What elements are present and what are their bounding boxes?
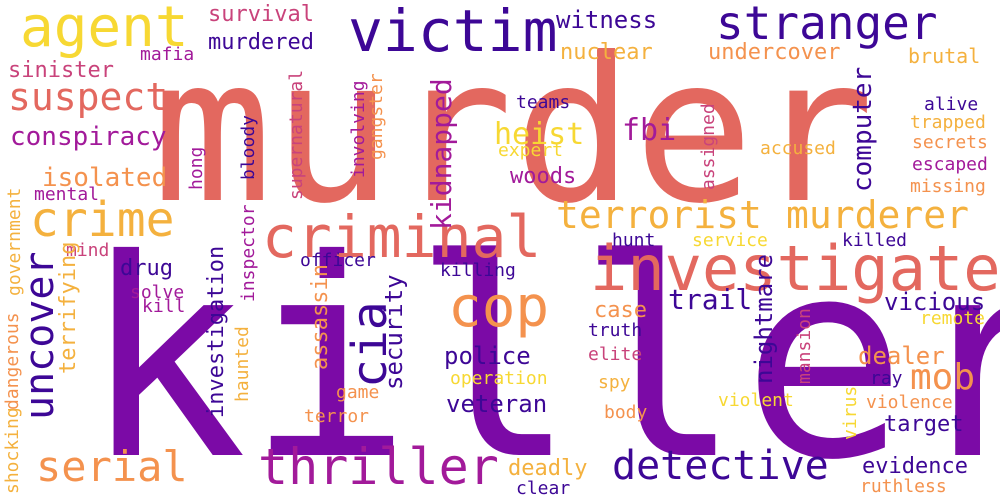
word-murdered: murdered bbox=[208, 30, 314, 55]
word-detective: detective bbox=[612, 443, 829, 489]
word-bloody: bloody bbox=[238, 114, 259, 180]
word-trapped: trapped bbox=[910, 112, 986, 133]
word-dealer: dealer bbox=[858, 342, 945, 370]
word-haunted: haunted bbox=[232, 326, 253, 402]
word-virus: virus bbox=[840, 385, 861, 440]
word-spy: spy bbox=[598, 372, 631, 393]
word-missing: missing bbox=[910, 176, 986, 197]
word-shocking: shocking bbox=[2, 407, 23, 494]
word-service: service bbox=[692, 230, 768, 251]
word-investigation: investigation bbox=[204, 245, 229, 418]
word-alive: alive bbox=[924, 94, 979, 115]
word-fbi: fbi bbox=[622, 113, 677, 148]
word-vicious: vicious bbox=[884, 288, 986, 316]
word-uncover: uncover bbox=[17, 251, 63, 420]
word-secrets: secrets bbox=[912, 132, 988, 153]
word-victim: victim bbox=[348, 0, 558, 65]
word-officer: officer bbox=[300, 250, 376, 271]
word-violent: violent bbox=[718, 390, 794, 411]
word-police: police bbox=[444, 342, 531, 370]
word-nuclear: nuclear bbox=[560, 40, 653, 65]
word-expert: expert bbox=[498, 140, 564, 161]
word-suspect: suspect bbox=[8, 75, 169, 119]
word-remote: remote bbox=[920, 308, 986, 329]
word-computer: computer bbox=[848, 66, 878, 192]
word-deadly: deadly bbox=[508, 456, 588, 481]
word-kidnapped: kidnapped bbox=[425, 78, 458, 230]
word-assigned: assigned bbox=[698, 103, 719, 190]
word-survival: survival bbox=[208, 2, 314, 27]
word-crime: crime bbox=[30, 192, 175, 248]
word-violence: violence bbox=[866, 392, 953, 413]
word-clear: clear bbox=[516, 478, 571, 499]
word-agent: agent bbox=[20, 0, 189, 60]
word-solve: solve bbox=[130, 282, 185, 303]
word-kill: kill bbox=[142, 296, 186, 317]
word-isolated: isolated bbox=[42, 163, 168, 193]
word-terror: terror bbox=[304, 406, 370, 427]
word-mob: mob bbox=[910, 357, 976, 398]
word-drug: drug bbox=[120, 256, 173, 281]
word-ruthless: ruthless bbox=[860, 476, 947, 497]
word-murderer: murderer bbox=[786, 193, 970, 237]
word-criminal: criminal bbox=[262, 203, 542, 271]
word-dangerous: dangerous bbox=[2, 312, 23, 410]
word-murder: murder bbox=[152, 15, 875, 248]
word-escaped: escaped bbox=[912, 154, 988, 175]
word-security: security bbox=[380, 274, 408, 390]
word-thriller: thriller bbox=[258, 438, 499, 496]
word-killer: killer bbox=[82, 201, 1000, 500]
word-case: case bbox=[594, 298, 647, 323]
word-hunt: hunt bbox=[612, 230, 656, 251]
word-killing: killing bbox=[440, 260, 516, 281]
word-trail: trail bbox=[668, 283, 753, 316]
word-killed: killed bbox=[842, 230, 908, 251]
word-brutal: brutal bbox=[908, 44, 981, 68]
word-terrifying: terrifying bbox=[56, 241, 81, 374]
word-woods: woods bbox=[510, 164, 577, 189]
word-mafia: mafia bbox=[140, 44, 195, 65]
word-government: government bbox=[4, 187, 25, 296]
word-conspiracy: conspiracy bbox=[10, 122, 167, 152]
word-nightmare: nightmare bbox=[750, 253, 778, 384]
word-elite: elite bbox=[588, 344, 643, 365]
word-terrorist: terrorist bbox=[556, 193, 762, 237]
word-ray: ray bbox=[870, 368, 903, 389]
word-investigate: investigate bbox=[590, 232, 1000, 305]
word-heist: heist bbox=[494, 117, 585, 152]
word-teams: teams bbox=[516, 92, 571, 113]
word-stranger: stranger bbox=[716, 0, 938, 50]
word-mind: mind bbox=[66, 240, 110, 261]
word-truth: truth bbox=[588, 320, 643, 341]
word-body: body bbox=[604, 402, 648, 423]
word-serial: serial bbox=[36, 442, 188, 491]
word-veteran: veteran bbox=[446, 390, 548, 418]
word-operation: operation bbox=[450, 368, 548, 389]
word-assassin: assassin bbox=[308, 264, 333, 370]
word-mansion: mansion bbox=[794, 308, 815, 384]
word-gangster: gangster bbox=[366, 73, 387, 160]
word-cop: cop bbox=[448, 275, 550, 340]
word-evidence: evidence bbox=[862, 454, 968, 479]
word-target: target bbox=[884, 412, 964, 437]
word-game: game bbox=[336, 382, 380, 403]
word-inspector: inspector bbox=[238, 204, 259, 302]
word-undercover: undercover bbox=[708, 40, 841, 65]
word-hong: hong bbox=[186, 146, 207, 190]
word-accused: accused bbox=[760, 138, 836, 159]
word-mental: mental bbox=[34, 184, 100, 205]
word-sinister: sinister bbox=[8, 58, 114, 83]
word-witness: witness bbox=[556, 6, 658, 34]
word-supernatural: supernatural bbox=[286, 69, 307, 200]
